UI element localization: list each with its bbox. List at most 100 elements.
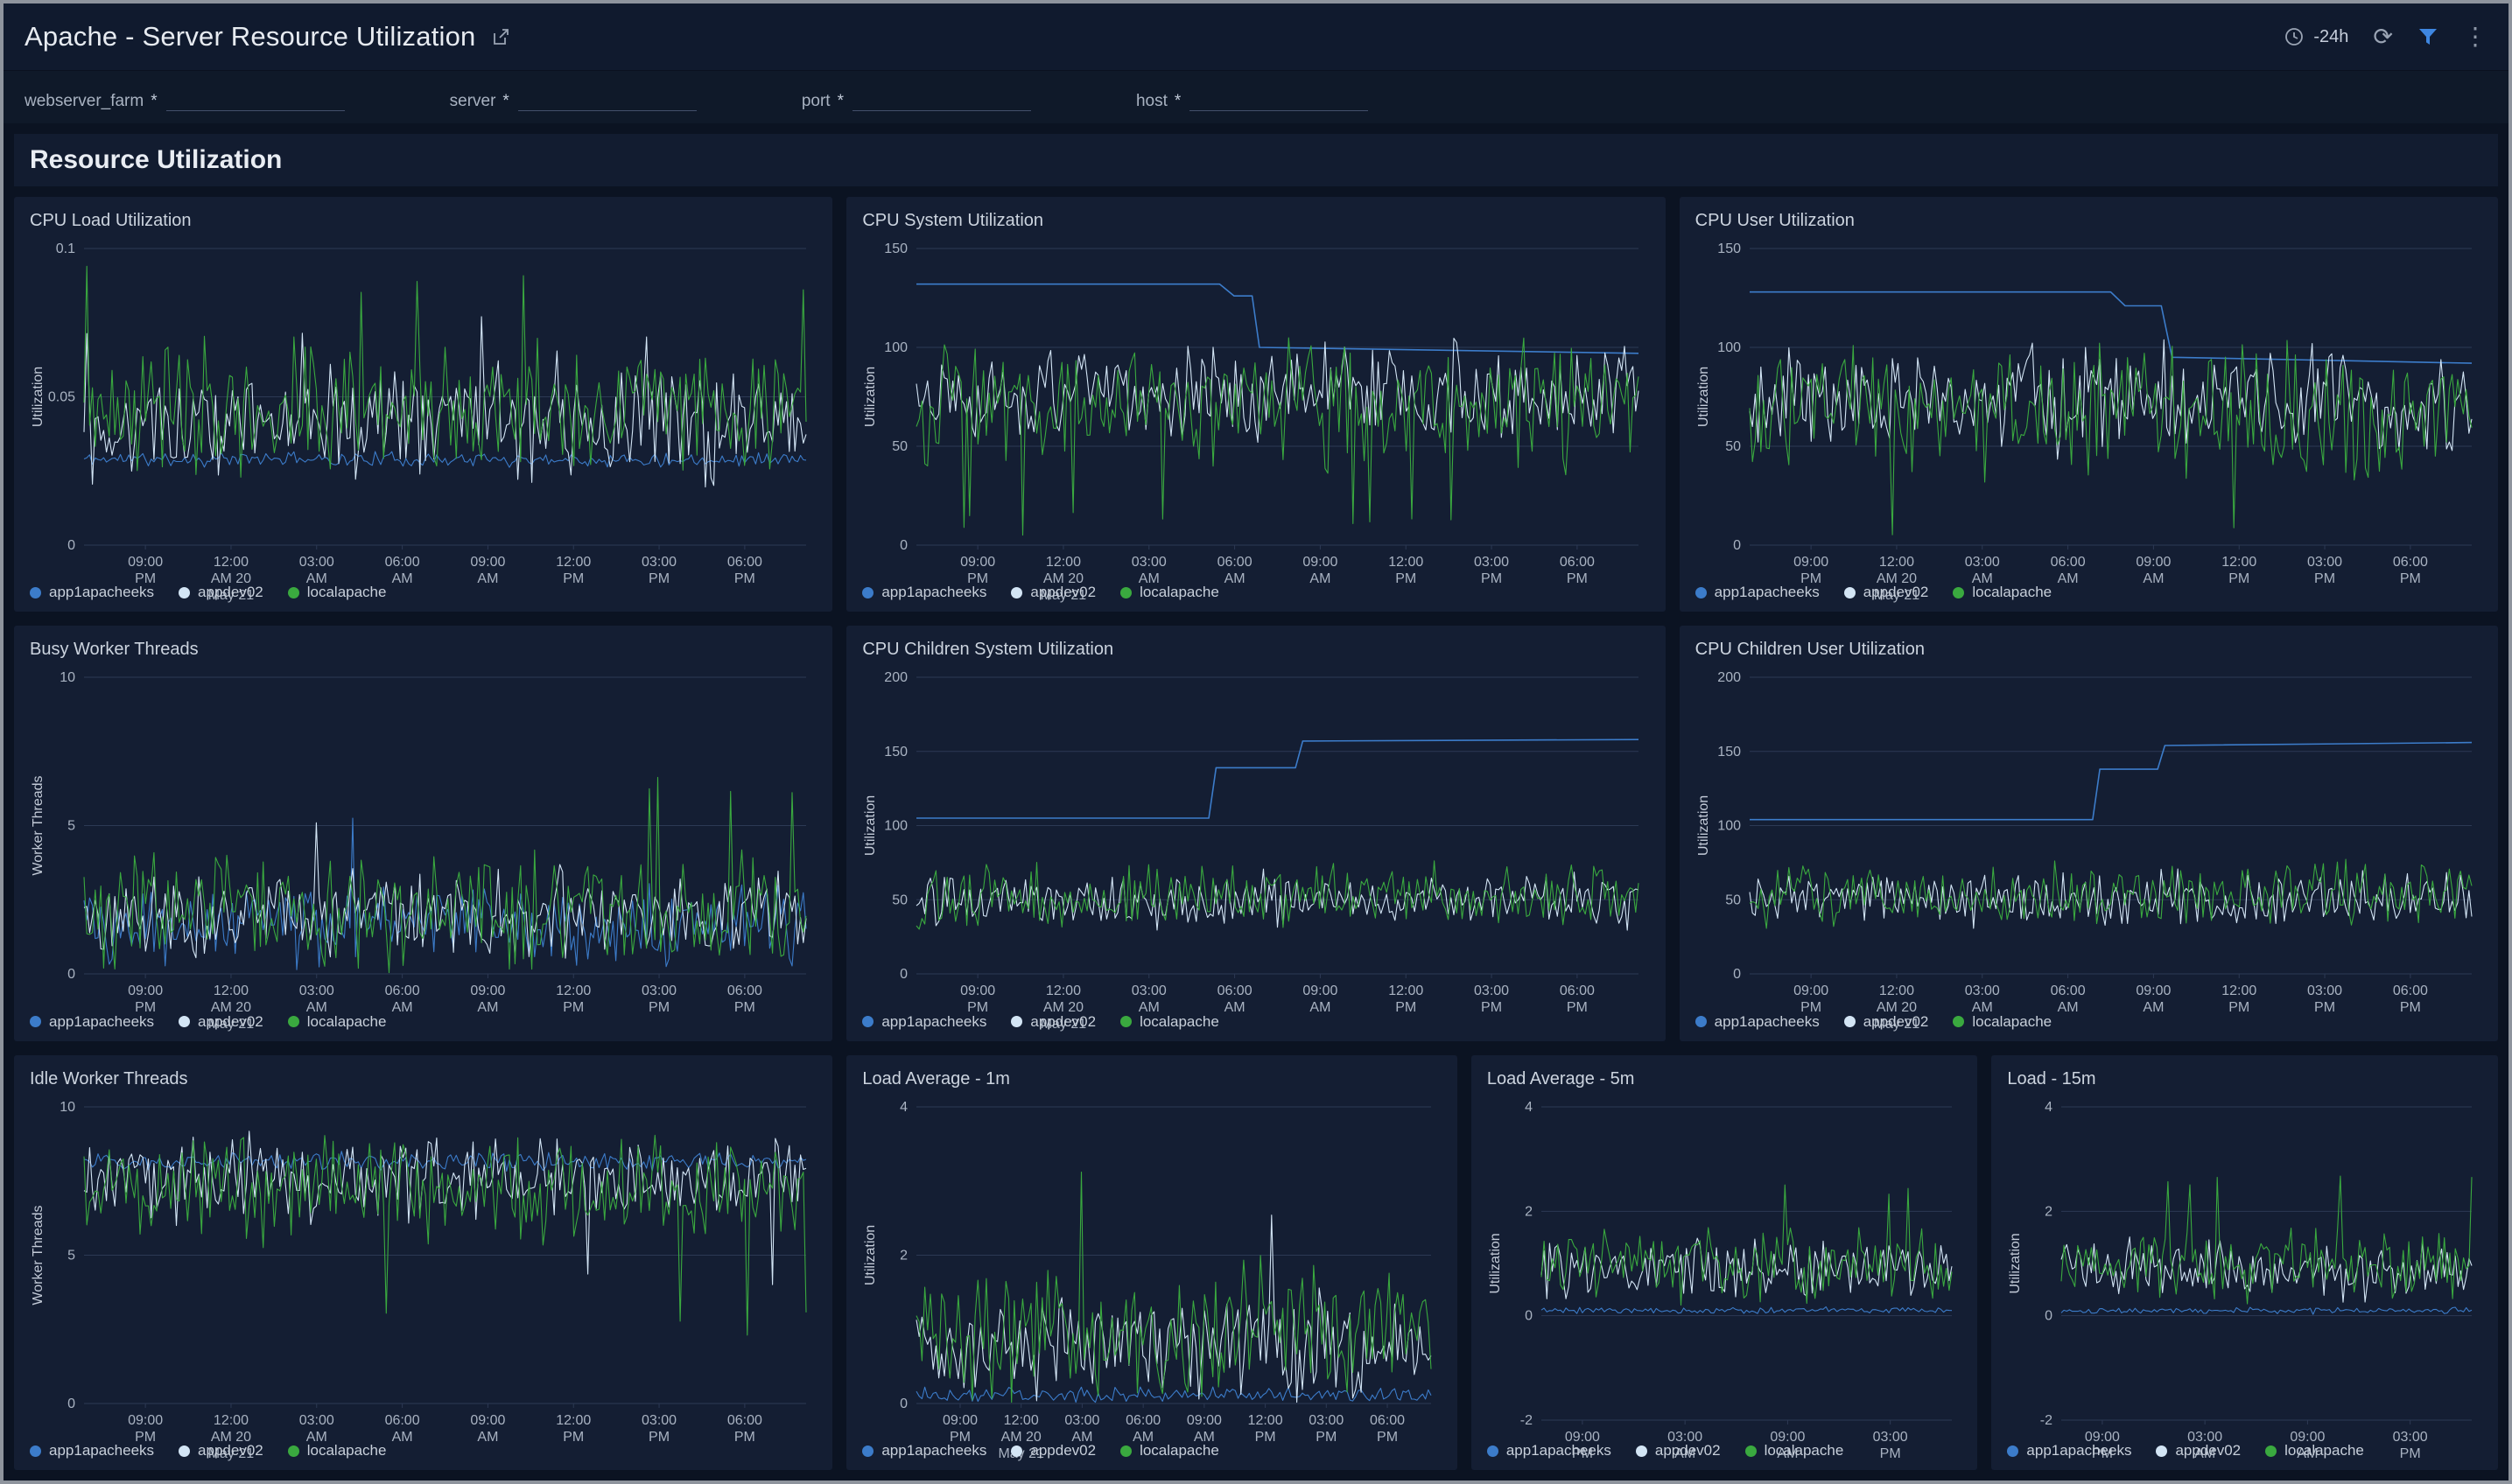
legend-item-localapache[interactable]: localapache <box>1953 584 2052 601</box>
svg-text:06:00: 06:00 <box>385 1413 420 1428</box>
chart-canvas[interactable]: 0 50 100 150 Utilization 09:00 PM 12:00 AM 20 May… <box>1694 236 2484 603</box>
legend-item-app1apacheeks[interactable]: app1apacheeks <box>30 1013 154 1031</box>
legend-color-dot <box>30 1445 41 1457</box>
svg-text:03:00: 03:00 <box>1132 984 1167 998</box>
svg-text:06:00: 06:00 <box>1217 984 1252 998</box>
svg-text:0: 0 <box>67 967 75 982</box>
legend-label: app1apacheeks <box>881 584 987 601</box>
legend-item-appdev02[interactable]: appdev02 <box>2156 1442 2241 1460</box>
svg-text:06:00: 06:00 <box>2050 555 2085 570</box>
svg-text:200: 200 <box>885 670 909 685</box>
legend-item-app1apacheeks[interactable]: app1apacheeks <box>30 1442 154 1460</box>
filter-input-host[interactable] <box>1189 83 1369 111</box>
chart-legend: app1apacheeks appdev02 localapache <box>1694 577 2484 605</box>
svg-text:May 21: May 21 <box>208 1017 255 1032</box>
svg-text:09:00: 09:00 <box>1770 1430 1805 1445</box>
svg-text:06:00: 06:00 <box>2393 555 2428 570</box>
legend-item-appdev02[interactable]: appdev02 <box>1843 584 1928 601</box>
svg-text:PM: PM <box>1396 1000 1417 1015</box>
legend-item-localapache[interactable]: localapache <box>287 584 386 601</box>
legend-item-appdev02[interactable]: appdev02 <box>179 1442 263 1460</box>
clock-icon[interactable] <box>2284 26 2305 47</box>
chart-panel: Load Average - 1m 0 2 4 Utilization 09:00 PM 12… <box>846 1054 1457 1470</box>
svg-text:06:00: 06:00 <box>1560 984 1595 998</box>
legend-item-app1apacheeks[interactable]: app1apacheeks <box>1695 584 1820 601</box>
legend-item-app1apacheeks[interactable]: app1apacheeks <box>1486 1442 1611 1460</box>
legend-label: app1apacheeks <box>1714 1012 1820 1030</box>
legend-item-app1apacheeks[interactable]: app1apacheeks <box>862 1013 986 1031</box>
svg-text:09:00: 09:00 <box>2291 1430 2326 1445</box>
legend-item-localapache[interactable]: localapache <box>287 1442 386 1460</box>
time-range-label[interactable]: -24h <box>2313 26 2349 46</box>
chart-canvas[interactable]: 0 5 10 Worker Threads 09:00 PM 12:00 AM 20 May 2… <box>28 665 818 1032</box>
legend-item-localapache[interactable]: localapache <box>1120 584 1219 601</box>
legend-color-dot <box>1953 1016 1965 1028</box>
legend-item-appdev02[interactable]: appdev02 <box>179 584 263 601</box>
chart-canvas[interactable]: 0 50 100 150 200 Utilization 09:00 PM 12:00 AM 20… <box>860 665 1651 1032</box>
header-controls: -24h ⟳ ⋮ <box>2284 24 2487 51</box>
svg-text:AM: AM <box>2057 1000 2078 1015</box>
svg-text:May 21: May 21 <box>1873 1017 1919 1032</box>
svg-text:0: 0 <box>900 1396 908 1411</box>
svg-text:06:00: 06:00 <box>2393 984 2428 998</box>
legend-item-appdev02[interactable]: appdev02 <box>1011 584 1096 601</box>
filter-input-server[interactable] <box>517 83 697 111</box>
filter-input-port[interactable] <box>852 83 1031 111</box>
kebab-menu-icon[interactable]: ⋮ <box>2463 23 2487 50</box>
svg-text:AM 20: AM 20 <box>1043 1000 1084 1015</box>
legend-item-localapache[interactable]: localapache <box>1120 1442 1219 1460</box>
legend-item-app1apacheeks[interactable]: app1apacheeks <box>2007 1442 2131 1460</box>
legend-color-dot <box>1011 1445 1023 1457</box>
legend-item-appdev02[interactable]: appdev02 <box>1011 1442 1096 1460</box>
open-in-new-icon[interactable] <box>491 27 510 46</box>
legend-label: appdev02 <box>198 1012 263 1030</box>
chart-canvas[interactable]: 0 50 100 150 200 Utilization 09:00 PM 12:00 AM 20… <box>1694 665 2484 1032</box>
legend-item-app1apacheeks[interactable]: app1apacheeks <box>1695 1013 1820 1031</box>
legend-item-appdev02[interactable]: appdev02 <box>1011 1013 1096 1031</box>
svg-text:06:00: 06:00 <box>727 984 762 998</box>
chart-canvas[interactable]: -2 0 2 4 Utilization 09:00 PM 03:00 AM 09:00 AM 03:… <box>1485 1095 1964 1461</box>
legend-item-localapache[interactable]: localapache <box>2265 1442 2364 1460</box>
svg-text:PM: PM <box>734 571 755 586</box>
legend-item-app1apacheeks[interactable]: app1apacheeks <box>862 584 986 601</box>
refresh-icon[interactable]: ⟳ <box>2373 23 2393 50</box>
svg-text:03:00: 03:00 <box>2307 555 2342 570</box>
svg-text:03:00: 03:00 <box>1872 1430 1907 1445</box>
legend-label: appdev02 <box>1030 584 1097 601</box>
required-asterisk: * <box>837 91 844 110</box>
svg-text:Worker Threads: Worker Threads <box>31 776 46 876</box>
chart-canvas[interactable]: 0 5 10 Worker Threads 09:00 PM 12:00 AM 20 May 2… <box>28 1095 818 1461</box>
header-bar: Apache - Server Resource Utilization -24… <box>4 4 2508 70</box>
filter-icon[interactable] <box>2417 27 2438 46</box>
svg-text:100: 100 <box>885 819 909 834</box>
legend-item-appdev02[interactable]: appdev02 <box>179 1013 263 1031</box>
legend-item-appdev02[interactable]: appdev02 <box>1635 1442 1721 1460</box>
legend-item-localapache[interactable]: localapache <box>1744 1442 1843 1460</box>
svg-text:PM: PM <box>2092 1446 2113 1461</box>
chart-canvas[interactable]: 0 50 100 150 Utilization 09:00 PM 12:00 AM 20 May… <box>860 236 1651 603</box>
svg-text:10: 10 <box>60 1100 75 1115</box>
svg-text:PM: PM <box>1481 571 1502 586</box>
required-asterisk: * <box>502 91 509 110</box>
chart-canvas[interactable]: -2 0 2 4 Utilization 09:00 PM 03:00 AM 09:00 AM 03:… <box>2005 1095 2484 1461</box>
svg-text:PM: PM <box>967 1000 988 1015</box>
svg-text:AM: AM <box>1139 1000 1160 1015</box>
legend-item-appdev02[interactable]: appdev02 <box>1843 1013 1928 1031</box>
filter-input-webserver_farm[interactable] <box>165 83 345 111</box>
legend-item-app1apacheeks[interactable]: app1apacheeks <box>30 584 154 601</box>
chart-panel-title: Load Average - 1m <box>862 1068 1010 1088</box>
svg-text:PM: PM <box>1567 571 1588 586</box>
svg-text:-2: -2 <box>1520 1413 1533 1428</box>
svg-text:10: 10 <box>60 670 75 685</box>
legend-item-localapache[interactable]: localapache <box>1953 1013 2052 1031</box>
legend-item-app1apacheeks[interactable]: app1apacheeks <box>862 1442 986 1460</box>
legend-label: appdev02 <box>1030 1012 1097 1030</box>
svg-text:2: 2 <box>2045 1204 2053 1219</box>
legend-item-localapache[interactable]: localapache <box>287 1013 386 1031</box>
svg-text:0: 0 <box>2045 1308 2053 1323</box>
legend-color-dot <box>179 1016 191 1028</box>
chart-canvas[interactable]: 0 0.05 0.1 Utilization 09:00 PM 12:00 AM 20 May … <box>28 236 818 603</box>
legend-item-localapache[interactable]: localapache <box>1120 1013 1219 1031</box>
